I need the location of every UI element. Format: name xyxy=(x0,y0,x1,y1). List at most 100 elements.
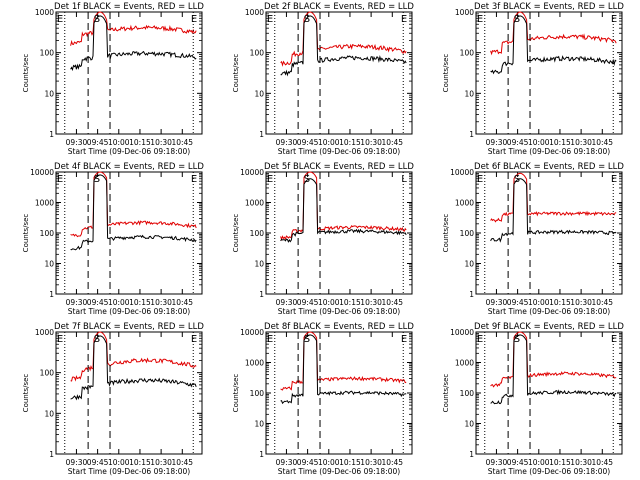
x-tick-label: 09:30 xyxy=(276,458,298,467)
x-tick-label: 10:45 xyxy=(381,138,403,147)
series-line xyxy=(490,178,617,243)
panel-title: Det 9f BLACK = Events, RED = LLD xyxy=(474,322,624,332)
x-tick-label: 09:30 xyxy=(486,138,508,147)
marker-label: E xyxy=(57,334,63,345)
marker-label: E xyxy=(611,174,617,185)
marker-label: E xyxy=(401,14,407,25)
panel-title: Det 3f BLACK = Events, RED = LLD xyxy=(474,2,624,12)
x-tick-label: 10:45 xyxy=(381,458,403,467)
x-axis-title: Start Time (09-Dec-06 09:18:00) xyxy=(278,467,400,476)
y-axis-title: Counts/sec xyxy=(442,214,450,253)
y-tick-label: 10 xyxy=(44,260,54,269)
y-tick-label: 1000 xyxy=(245,199,264,208)
plot-frame xyxy=(55,331,203,455)
series-line xyxy=(70,174,197,251)
x-tick-label: 09:30 xyxy=(486,458,508,467)
y-axis-title: Counts/sec xyxy=(232,54,240,93)
x-tick-label: 10:30 xyxy=(570,458,592,467)
x-tick-label: 10:15 xyxy=(549,138,571,147)
y-tick-label: 100 xyxy=(250,389,265,398)
plot-frame xyxy=(265,11,413,135)
y-tick-label: 1000 xyxy=(455,8,474,17)
y-tick-label: 1 xyxy=(469,130,474,139)
series-line xyxy=(280,11,407,67)
y-tick-label: 1000 xyxy=(245,8,264,17)
marker-label: E xyxy=(477,334,483,345)
x-tick-label: 10:30 xyxy=(360,458,382,467)
y-tick-label: 100 xyxy=(250,229,265,238)
x-tick-label: 10:00 xyxy=(528,458,550,467)
y-tick-label: 10 xyxy=(254,89,264,98)
plot-frame xyxy=(55,171,203,295)
x-tick-label: 09:45 xyxy=(87,298,109,307)
x-tick-label: 10:45 xyxy=(591,458,613,467)
y-tick-label: 10000 xyxy=(240,328,264,337)
marker-label: E xyxy=(267,14,273,25)
x-tick-label: 09:30 xyxy=(66,298,88,307)
y-tick-label: 1000 xyxy=(455,199,474,208)
x-tick-label: 10:15 xyxy=(549,458,571,467)
x-tick-label: 10:30 xyxy=(150,298,172,307)
x-axis-title: Start Time (09-Dec-06 09:18:00) xyxy=(68,147,190,156)
x-tick-label: 09:45 xyxy=(507,298,529,307)
marker-label: L xyxy=(401,174,407,185)
y-axis-title: Counts/sec xyxy=(232,374,240,413)
x-tick-label: 09:45 xyxy=(297,298,319,307)
x-tick-label: 10:00 xyxy=(318,138,340,147)
x-tick-label: 10:30 xyxy=(150,138,172,147)
marker-label: E xyxy=(57,174,63,185)
x-tick-label: 10:00 xyxy=(318,458,340,467)
y-tick-label: 100 xyxy=(40,229,55,238)
marker-label: S xyxy=(94,334,100,345)
series-line xyxy=(280,15,407,77)
y-tick-label: 10 xyxy=(44,409,54,418)
x-tick-label: 09:45 xyxy=(507,138,529,147)
y-tick-label: 1000 xyxy=(35,8,54,17)
y-tick-label: 1 xyxy=(469,290,474,299)
x-tick-label: 10:45 xyxy=(591,298,613,307)
series-line xyxy=(70,335,197,401)
x-tick-label: 09:45 xyxy=(507,458,529,467)
marker-label: E xyxy=(267,174,273,185)
x-tick-label: 10:30 xyxy=(360,298,382,307)
x-tick-label: 10:45 xyxy=(171,138,193,147)
marker-label: E xyxy=(611,14,617,25)
x-tick-label: 10:30 xyxy=(570,138,592,147)
y-tick-label: 1 xyxy=(469,450,474,459)
marker-label: E xyxy=(401,334,407,345)
y-tick-label: 100 xyxy=(40,49,55,58)
marker-label: S xyxy=(94,174,100,185)
x-tick-label: 10:15 xyxy=(129,138,151,147)
x-axis-title: Start Time (09-Dec-06 09:18:00) xyxy=(488,467,610,476)
y-axis-title: Counts/sec xyxy=(22,374,30,413)
plot-frame xyxy=(55,11,203,135)
marker-label: E xyxy=(267,334,273,345)
series-line xyxy=(280,178,407,243)
y-tick-label: 1 xyxy=(259,450,264,459)
x-tick-label: 10:15 xyxy=(339,298,361,307)
x-tick-label: 10:00 xyxy=(108,138,130,147)
marker-label: S xyxy=(514,174,520,185)
marker-label: S xyxy=(514,14,520,25)
marker-label: E xyxy=(57,14,63,25)
y-tick-label: 100 xyxy=(460,389,475,398)
x-tick-label: 09:30 xyxy=(66,458,88,467)
y-tick-label: 10 xyxy=(464,420,474,429)
x-tick-label: 10:30 xyxy=(360,138,382,147)
y-tick-label: 1000 xyxy=(455,359,474,368)
x-tick-label: 09:45 xyxy=(87,458,109,467)
y-tick-label: 1000 xyxy=(245,359,264,368)
y-tick-label: 10 xyxy=(464,89,474,98)
y-tick-label: 10 xyxy=(464,260,474,269)
y-tick-label: 100 xyxy=(460,229,475,238)
series-line xyxy=(70,11,197,46)
marker-label: E xyxy=(477,174,483,185)
x-tick-label: 10:15 xyxy=(339,138,361,147)
x-axis-title: Start Time (09-Dec-06 09:18:00) xyxy=(278,147,400,156)
marker-label: E xyxy=(191,14,197,25)
x-tick-label: 10:00 xyxy=(108,458,130,467)
x-tick-label: 10:45 xyxy=(381,298,403,307)
marker-label: S xyxy=(304,14,310,25)
series-line xyxy=(490,15,617,75)
